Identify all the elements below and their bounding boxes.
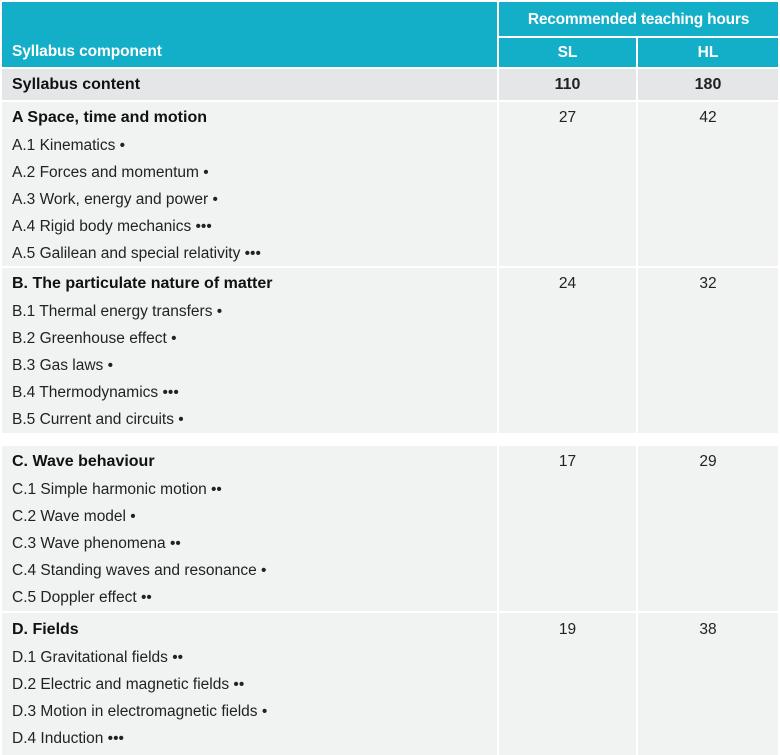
topic-item: A.3 Work, energy and power • — [12, 191, 218, 208]
topic-item: A.2 Forces and momentum • — [12, 164, 209, 181]
header-component-label: Syllabus component — [12, 43, 162, 60]
section-d-hl-cell: 38 — [638, 613, 778, 755]
header-hl-label: HL — [638, 38, 778, 67]
section-b-hl-cell: 32 — [638, 268, 778, 433]
section-row-b: B. The particulate nature of matter B.1 … — [0, 268, 780, 433]
topic-item: B.2 Greenhouse effect • — [12, 330, 177, 347]
section-b-topics-cell: B. The particulate nature of matter B.1 … — [2, 268, 497, 433]
topic-item: D.1 Gravitational fields •• — [12, 649, 184, 666]
section-c-hl-cell: 29 — [638, 446, 778, 611]
syllabus-content-row: Syllabus content 110 180 — [0, 69, 780, 100]
content-label-cell: Syllabus content — [2, 69, 497, 100]
section-c-sl-cell: 17 — [499, 446, 636, 611]
topic-item: A.1 Kinematics • — [12, 137, 126, 154]
topic-item: C.5 Doppler effect •• — [12, 589, 152, 606]
section-a-sl-cell: 27 — [499, 102, 636, 266]
topic-item: B.3 Gas laws • — [12, 357, 114, 374]
section-hl-value: 42 — [699, 109, 717, 126]
section-a-hl-cell: 42 — [638, 102, 778, 266]
section-sl-value: 27 — [558, 109, 577, 126]
section-title: C. Wave behaviour — [12, 453, 155, 470]
header-sl-label: SL — [499, 38, 636, 67]
topic-item: B.4 Thermodynamics ••• — [12, 384, 179, 401]
section-row-d: D. Fields D.1 Gravitational fields •• D.… — [0, 613, 780, 755]
topic-item: D.2 Electric and magnetic fields •• — [12, 676, 245, 693]
section-sl-value: 19 — [558, 621, 577, 638]
section-b-sl-cell: 24 — [499, 268, 636, 433]
section-title: B. The particulate nature of matter — [12, 275, 273, 292]
section-row-a: A Space, time and motion A.1 Kinematics … — [0, 102, 780, 266]
content-sl-value: 110 — [554, 76, 581, 93]
header-component-cell: Syllabus component — [2, 2, 497, 67]
section-row-c: C. Wave behaviour C.1 Simple harmonic mo… — [0, 446, 780, 611]
section-title: A Space, time and motion — [12, 109, 207, 126]
topic-item: D.4 Induction ••• — [12, 730, 124, 747]
section-d-sl-cell: 19 — [499, 613, 636, 755]
content-sl-cell: 110 — [499, 69, 636, 100]
topic-item: A.4 Rigid body mechanics ••• — [12, 218, 212, 235]
section-sl-value: 17 — [558, 453, 577, 470]
topic-item: A.5 Galilean and special relativity ••• — [12, 245, 261, 262]
section-d-topics-cell: D. Fields D.1 Gravitational fields •• D.… — [2, 613, 497, 755]
topic-item: C.1 Simple harmonic motion •• — [12, 481, 222, 498]
header-hours-label: Recommended teaching hours — [499, 2, 778, 36]
content-hl-value: 180 — [694, 76, 722, 93]
topic-item: C.2 Wave model • — [12, 508, 136, 525]
content-label: Syllabus content — [12, 76, 141, 93]
topic-item: B.5 Current and circuits • — [12, 411, 184, 428]
section-sl-value: 24 — [558, 275, 577, 292]
section-c-topics-cell: C. Wave behaviour C.1 Simple harmonic mo… — [2, 446, 497, 611]
section-hl-value: 29 — [699, 453, 717, 470]
content-hl-cell: 180 — [638, 69, 778, 100]
topic-item: C.3 Wave phenomena •• — [12, 535, 181, 552]
table-header: Syllabus component Recommended teaching … — [0, 0, 778, 68]
topic-item: D.3 Motion in electromagnetic fields • — [12, 703, 268, 720]
section-hl-value: 38 — [699, 621, 717, 638]
topic-item: B.1 Thermal energy transfers • — [12, 303, 223, 320]
section-title: D. Fields — [12, 621, 79, 638]
section-hl-value: 32 — [699, 275, 717, 292]
section-a-topics-cell: A Space, time and motion A.1 Kinematics … — [2, 102, 497, 266]
topic-item: C.4 Standing waves and resonance • — [12, 562, 267, 579]
